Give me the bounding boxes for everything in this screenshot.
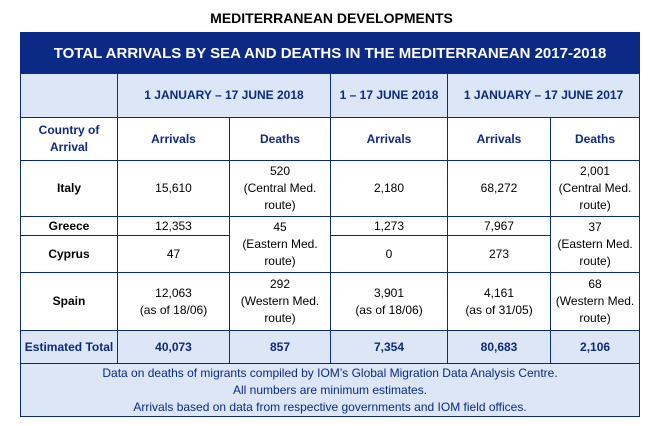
period-jun-2018: 1 – 17 JUNE 2018	[330, 73, 448, 118]
table-row-italy: Italy 15,610 520 (Central Med. route) 2,…	[20, 160, 641, 217]
eastern-deaths-2018-note: (Eastern Med. route)	[242, 237, 318, 268]
footer-note-2: All numbers are minimum estimates.	[233, 382, 428, 397]
italy-arrivals-2018: 15,610	[117, 160, 230, 217]
total-arrivals-2018: 40,073	[117, 330, 230, 364]
italy-deaths-2018-note: (Central Med. route)	[243, 181, 317, 212]
greece-arrivals-2017: 7,967	[447, 216, 551, 236]
greece-arrivals-2018: 12,353	[117, 216, 230, 236]
header-country: Country of Arrival	[20, 117, 118, 161]
footer-row: Data on deaths of migrants compiled by I…	[19, 363, 641, 417]
table-row-total: Estimated Total 40,073 857 7,354 80,683 …	[20, 330, 641, 364]
country-italy: Italy	[20, 160, 118, 217]
cyprus-arrivals-2018: 47	[117, 235, 230, 273]
spain-arrivals-2017-note: (as of 31/05)	[465, 302, 533, 317]
header-deaths-2018: Deaths	[229, 117, 331, 161]
spain-arrivals-2017-value: 4,161	[483, 285, 515, 300]
spain-arrivals-2017: 4,161 (as of 31/05)	[447, 272, 551, 331]
table-banner: TOTAL ARRIVALS BY SEA AND DEATHS IN THE …	[19, 32, 641, 74]
total-label: Estimated Total	[20, 330, 118, 364]
table-row-spain: Spain 12,063 (as of 18/06) 292 (Western …	[20, 272, 641, 331]
total-arrivals-2017: 80,683	[447, 330, 551, 364]
footer-notes: Data on deaths of migrants compiled by I…	[19, 363, 641, 417]
header-deaths-2017: Deaths	[549, 117, 641, 161]
italy-deaths-2018-value: 520	[269, 164, 291, 178]
spain-deaths-2017: 68 (Western Med. route)	[549, 272, 641, 331]
spain-deaths-2017-value: 68	[588, 277, 602, 291]
country-greece: Greece	[20, 216, 118, 236]
spain-deaths-2017-note: (Western Med. route)	[555, 294, 635, 325]
country-spain: Spain	[20, 272, 118, 331]
total-deaths-2018: 857	[229, 330, 331, 364]
italy-deaths-2017: 2,001 (Central Med. route)	[549, 160, 641, 217]
italy-arrivals-2017: 68,272	[447, 160, 551, 217]
eastern-deaths-2017: 37 (Eastern Med. route)	[549, 216, 641, 273]
footer-note-1: Data on deaths of migrants compiled by I…	[102, 365, 558, 380]
table-row-greece: Greece 12,353 45 (Eastern Med. route) 1,…	[20, 216, 641, 273]
spain-arrivals-june-note: (as of 18/06)	[355, 302, 423, 317]
periods-empty-cell	[20, 73, 118, 118]
italy-deaths-2018: 520 (Central Med. route)	[229, 160, 331, 217]
page-title: MEDITERRANEAN DEVELOPMENTS	[210, 10, 453, 26]
spain-arrivals-june-2018: 3,901 (as of 18/06)	[330, 272, 448, 331]
eastern-deaths-2018: 45 (Eastern Med. route)	[229, 216, 331, 273]
header-arrivals-2018: Arrivals	[117, 117, 230, 161]
header-arrivals-2017: Arrivals	[447, 117, 551, 161]
spain-deaths-2018-note: (Western Med. route)	[240, 294, 320, 325]
spain-deaths-2018: 292 (Western Med. route)	[229, 272, 331, 331]
eastern-deaths-2017-value: 37	[588, 220, 602, 234]
header-arrivals-june-2018: Arrivals	[330, 117, 448, 161]
italy-arrivals-june-2018: 2,180	[330, 160, 448, 217]
spain-arrivals-june-value: 3,901	[373, 285, 405, 300]
spain-arrivals-2018: 12,063 (as of 18/06)	[117, 272, 230, 331]
table-row-cyprus: Cyprus 47 0 273	[20, 235, 640, 273]
spain-arrivals-2018-note: (as of 18/06)	[139, 302, 208, 317]
banner-row: TOTAL ARRIVALS BY SEA AND DEATHS IN THE …	[19, 32, 641, 74]
greece-arrivals-june-2018: 1,273	[330, 216, 448, 236]
eastern-deaths-2018-value: 45	[273, 220, 287, 234]
period-jan-jun-2018: 1 JANUARY – 17 JUNE 2018	[117, 73, 331, 118]
total-arrivals-june-2018: 7,354	[330, 330, 448, 364]
italy-deaths-2017-value: 2,001	[580, 164, 611, 178]
period-jan-jun-2017: 1 JANUARY – 17 JUNE 2017	[446, 73, 641, 118]
cyprus-arrivals-june-2018: 0	[330, 235, 448, 273]
column-header-row: Country of Arrival Arrivals Deaths Arriv…	[20, 117, 641, 161]
footer-note-3: Arrivals based on data from respective g…	[133, 399, 527, 414]
cyprus-arrivals-2017: 273	[447, 235, 551, 273]
spain-arrivals-2018-value: 12,063	[155, 285, 192, 300]
periods-row: 1 JANUARY – 17 JUNE 2018 1 – 17 JUNE 201…	[20, 73, 641, 118]
total-deaths-2017: 2,106	[549, 330, 641, 364]
spain-deaths-2018-value: 292	[269, 277, 291, 291]
italy-deaths-2017-note: (Central Med. route)	[558, 181, 632, 212]
eastern-deaths-2017-note: (Eastern Med. route)	[557, 237, 633, 268]
country-cyprus: Cyprus	[20, 235, 118, 273]
arrivals-deaths-table: TOTAL ARRIVALS BY SEA AND DEATHS IN THE …	[19, 32, 641, 417]
